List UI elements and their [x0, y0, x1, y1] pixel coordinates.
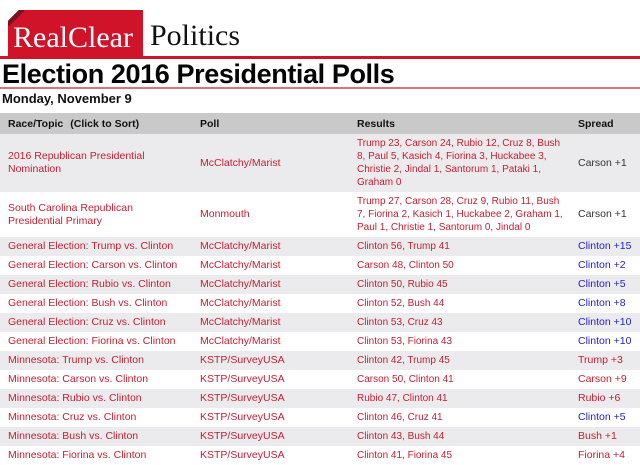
spread-value: Clinton +10	[578, 316, 632, 328]
header-race-topic[interactable]: Race/Topic (Click to Sort)	[0, 118, 200, 130]
table-row: General Election: Bush vs. Clinton McClat…	[0, 294, 640, 313]
realclear-logo[interactable]: RealClear	[8, 10, 143, 57]
table-row: Minnesota: Trump vs. Clinton KSTP/SurveyU…	[0, 351, 640, 370]
spread-value: Clinton +5	[578, 411, 626, 423]
race-link[interactable]: 2016 Republican Presidential Nomination	[8, 150, 145, 175]
table-row: General Election: Rubio vs. Clinton McCla…	[0, 275, 640, 294]
results-text: Clinton 43, Bush 44	[357, 431, 445, 442]
spread-value: Clinton +10	[578, 335, 632, 347]
results-text: Clinton 56, Trump 41	[357, 241, 450, 252]
race-link[interactable]: General Election: Cruz vs. Clinton	[8, 316, 166, 328]
results-text: Clinton 53, Cruz 43	[357, 317, 443, 328]
table-row: Minnesota: Carson vs. Clinton KSTP/Survey…	[0, 370, 640, 389]
race-link[interactable]: Minnesota: Carson vs. Clinton	[8, 373, 149, 385]
poll-link[interactable]: Monmouth	[200, 208, 250, 220]
race-link[interactable]: General Election: Fiorina vs. Clinton	[8, 335, 176, 347]
race-link[interactable]: South Carolina Republican Presidential P…	[8, 201, 133, 227]
date-heading: Monday, November 9	[2, 91, 132, 106]
poll-link[interactable]: KSTP/SurveyUSA	[200, 430, 285, 442]
click-to-sort-hint: (Click to Sort)	[70, 117, 140, 130]
spread-value: Trump +3	[578, 354, 623, 366]
race-link[interactable]: General Election: Bush vs. Clinton	[8, 297, 168, 309]
header-race-topic-label: Race/Topic	[8, 117, 64, 130]
table-row: 2016 Republican Presidential Nomination M…	[0, 134, 640, 192]
poll-link[interactable]: McClatchy/Marist	[200, 156, 281, 169]
poll-link[interactable]: KSTP/SurveyUSA	[200, 354, 285, 366]
spread-value: Bush +1	[578, 430, 617, 442]
poll-link[interactable]: KSTP/SurveyUSA	[200, 392, 285, 404]
poll-link[interactable]: KSTP/SurveyUSA	[200, 411, 285, 423]
table-row: Minnesota: Cruz vs. Clinton KSTP/SurveyUS…	[0, 408, 640, 427]
race-link[interactable]: General Election: Carson vs. Clinton	[8, 259, 178, 271]
results-text: Clinton 52, Bush 44	[357, 298, 445, 309]
spread-value: Carson +1	[578, 208, 627, 220]
table-row: General Election: Trump vs. Clinton McCla…	[0, 237, 640, 256]
header-results[interactable]: Results	[357, 117, 395, 130]
spread-value: Clinton +15	[578, 240, 632, 252]
polls-table: Race/Topic (Click to Sort) Poll Results S…	[0, 113, 640, 465]
page-title: Election 2016 Presidential Polls	[2, 59, 395, 89]
results-text: Trump 23, Carson 24, Rubio 12, Cruz 8, B…	[357, 138, 561, 188]
table-row: General Election: Fiorina vs. Clinton McC…	[0, 332, 640, 351]
results-text: Carson 48, Clinton 50	[357, 260, 454, 271]
table-row: Minnesota: Bush vs. Clinton KSTP/SurveyUS…	[0, 427, 640, 446]
spread-value: Fiorina +4	[578, 449, 625, 461]
logo-politics-text: Politics	[150, 19, 241, 52]
race-link[interactable]: General Election: Trump vs. Clinton	[8, 240, 174, 252]
results-text: Clinton 42, Trump 45	[357, 355, 450, 366]
page: RealClear Politics Election 2016 Preside…	[0, 10, 640, 461]
poll-link[interactable]: McClatchy/Marist	[200, 240, 281, 252]
header-red-rule	[0, 56, 640, 59]
results-text: Clinton 41, Fiorina 45	[357, 450, 453, 461]
table-header-row: Race/Topic (Click to Sort) Poll Results S…	[0, 113, 640, 134]
spread-value: Carson +1	[578, 156, 627, 169]
race-link[interactable]: Minnesota: Bush vs. Clinton	[8, 430, 139, 442]
poll-link[interactable]: McClatchy/Marist	[200, 316, 281, 328]
header-spread[interactable]: Spread	[578, 117, 614, 130]
poll-link[interactable]: McClatchy/Marist	[200, 297, 281, 309]
spread-value: Carson +9	[578, 373, 627, 385]
results-text: Clinton 50, Rubio 45	[357, 279, 448, 290]
spread-value: Rubio +6	[578, 392, 621, 404]
race-link[interactable]: Minnesota: Cruz vs. Clinton	[8, 411, 137, 423]
logo-realclear-text: RealClear	[13, 21, 133, 54]
results-text: Clinton 46, Cruz 41	[357, 412, 443, 423]
poll-link[interactable]: KSTP/SurveyUSA	[200, 449, 285, 461]
header-poll[interactable]: Poll	[200, 117, 220, 130]
race-link[interactable]: Minnesota: Rubio vs. Clinton	[8, 392, 142, 404]
poll-link[interactable]: KSTP/SurveyUSA	[200, 373, 285, 385]
poll-link[interactable]: McClatchy/Marist	[200, 278, 281, 290]
results-text: Carson 50, Clinton 41	[357, 374, 454, 385]
results-text: Clinton 53, Fiorina 43	[357, 336, 453, 347]
table-row: General Election: Cruz vs. Clinton McClat…	[0, 313, 640, 332]
spread-value: Clinton +8	[578, 297, 626, 309]
poll-link[interactable]: McClatchy/Marist	[200, 335, 281, 347]
table-row: General Election: Carson vs. Clinton McCl…	[0, 256, 640, 275]
race-link[interactable]: Minnesota: Trump vs. Clinton	[8, 354, 144, 366]
race-link[interactable]: General Election: Rubio vs. Clinton	[8, 278, 171, 290]
poll-link[interactable]: McClatchy/Marist	[200, 259, 281, 271]
table-row: Minnesota: Rubio vs. Clinton KSTP/SurveyU…	[0, 389, 640, 408]
spread-value: Clinton +2	[578, 259, 626, 271]
table-row: Minnesota: Fiorina vs. Clinton KSTP/Surve…	[0, 446, 640, 465]
poll-table-body: 2016 Republican Presidential Nomination M…	[0, 134, 640, 465]
results-text: Rubio 47, Clinton 41	[357, 393, 448, 404]
table-row: South Carolina Republican Presidential P…	[0, 192, 640, 237]
spread-value: Clinton +5	[578, 278, 626, 290]
race-link[interactable]: Minnesota: Fiorina vs. Clinton	[8, 449, 147, 461]
title-divider-rule	[0, 87, 640, 89]
results-text: Trump 27, Carson 28, Cruz 9, Rubio 11, B…	[357, 196, 563, 233]
